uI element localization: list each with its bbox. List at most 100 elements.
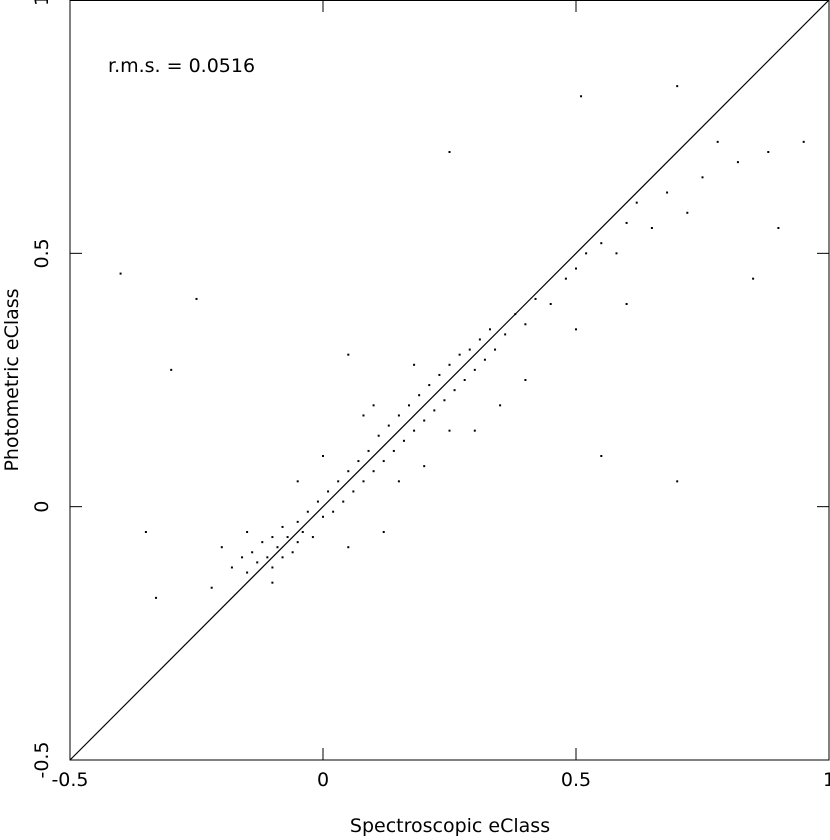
point [362, 480, 365, 483]
point [276, 546, 279, 549]
point [802, 140, 805, 143]
point [448, 151, 451, 153]
point [296, 480, 299, 483]
point [468, 348, 471, 351]
point [306, 510, 309, 513]
point [499, 404, 502, 407]
point [402, 439, 405, 442]
point [397, 480, 400, 483]
point [534, 297, 537, 300]
point [372, 470, 375, 473]
point [433, 409, 436, 412]
point [625, 221, 628, 224]
point [367, 449, 370, 452]
y-tick-label: 0 [31, 501, 53, 513]
point [362, 414, 365, 417]
point [615, 252, 618, 255]
point [397, 414, 400, 417]
point [458, 353, 461, 356]
point [281, 556, 284, 559]
point [473, 429, 476, 432]
point [701, 176, 704, 179]
plot-frame [69, 0, 830, 761]
point [575, 328, 577, 331]
point [286, 536, 289, 539]
point [600, 455, 603, 457]
y-tick-label: 1 [31, 0, 53, 6]
point [524, 379, 527, 381]
point [220, 546, 223, 549]
point [241, 556, 244, 559]
x-tick-label: 0 [317, 769, 329, 791]
point [271, 581, 274, 584]
x-tick-label: 1 [823, 769, 830, 791]
point [382, 531, 385, 533]
point [377, 434, 380, 437]
point [327, 490, 330, 493]
point [448, 429, 451, 432]
point [281, 525, 284, 528]
point [428, 384, 431, 387]
point [483, 358, 486, 361]
point [271, 536, 274, 539]
point [357, 460, 360, 463]
point [230, 566, 233, 569]
y-tick-label: 0.5 [31, 238, 53, 268]
point [686, 211, 689, 214]
x-tick-label: -0.5 [51, 769, 88, 791]
point [195, 297, 198, 300]
point [549, 303, 552, 305]
point [676, 85, 679, 88]
point [342, 500, 345, 503]
point [423, 465, 426, 468]
point [575, 267, 577, 270]
point [408, 404, 411, 407]
point [443, 399, 446, 402]
point [155, 596, 158, 599]
point [524, 323, 527, 326]
point [635, 201, 638, 204]
point [736, 161, 739, 164]
point [413, 363, 416, 366]
point [352, 490, 355, 493]
point [291, 551, 294, 554]
point [332, 510, 335, 513]
point [418, 394, 421, 397]
point [504, 333, 507, 336]
y-tick-label: -0.5 [31, 741, 53, 778]
point [337, 480, 340, 483]
point [514, 313, 517, 316]
point [316, 500, 319, 503]
point [311, 536, 314, 539]
point [423, 419, 426, 422]
point [777, 227, 780, 229]
point [473, 368, 476, 371]
point [463, 379, 466, 381]
point [676, 480, 679, 483]
point [438, 373, 441, 376]
point [144, 531, 147, 533]
point [347, 546, 350, 549]
point [478, 338, 481, 341]
point [210, 586, 213, 589]
point [322, 455, 324, 457]
point [448, 363, 451, 366]
point [256, 561, 259, 564]
point [246, 531, 249, 533]
point [650, 227, 653, 229]
point [261, 541, 264, 544]
point [382, 460, 385, 463]
point [246, 571, 249, 574]
x-tick-label: 0.5 [561, 769, 591, 791]
point [494, 348, 497, 351]
point [251, 551, 254, 554]
point [119, 272, 122, 275]
point [453, 389, 456, 392]
point [170, 368, 173, 371]
point [488, 328, 491, 331]
point [322, 515, 324, 518]
point [585, 252, 588, 255]
point [752, 277, 755, 280]
x-axis-label: Spectroscopic eClass [350, 815, 550, 836]
